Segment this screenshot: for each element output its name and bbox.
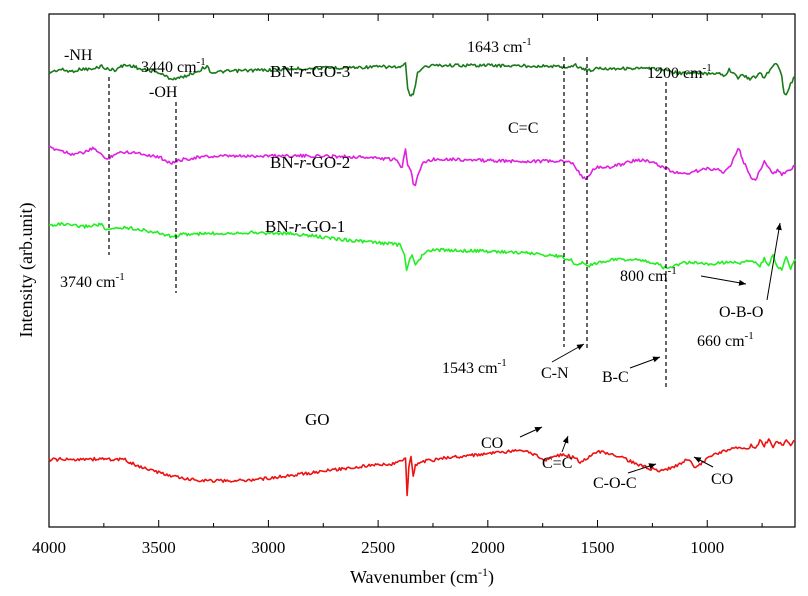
y-axis-title: Intensity (arb.unit) xyxy=(16,203,37,338)
x-tick-label: 1500 xyxy=(581,538,615,557)
series-label-go: GO xyxy=(305,410,330,429)
arrow-800 xyxy=(700,275,747,286)
x-tick-label: 2000 xyxy=(471,538,505,557)
annotation-arrows xyxy=(519,222,782,474)
plot-frame xyxy=(48,13,796,528)
annot-1543: 1543 cm-1 xyxy=(442,357,507,377)
series-line-go xyxy=(48,438,796,497)
annot-800: 800 cm-1 xyxy=(620,265,677,285)
series-line-bn-r-go-2 xyxy=(48,145,796,187)
annot-co-right: CO xyxy=(711,471,733,488)
series-label-bn-r-go-1: BN-r-GO-1 xyxy=(265,217,345,236)
annot-oh: -OH xyxy=(149,84,178,101)
annot-3440: 3440 cm-1 xyxy=(141,56,206,76)
annot-cc-go: C=C xyxy=(542,455,572,472)
annot-cc-top: C=C xyxy=(508,120,538,137)
annot-obo: O-B-O xyxy=(719,304,763,321)
arrow-co-left xyxy=(519,426,543,438)
x-tick-label: 3500 xyxy=(142,538,176,557)
arrow-bc xyxy=(629,356,661,369)
x-tick-label: 1000 xyxy=(690,538,724,557)
series-label-bn-r-go-2: BN-r-GO-2 xyxy=(270,153,350,172)
arrow-co-right xyxy=(693,456,714,468)
annot-660: 660 cm-1 xyxy=(697,330,754,350)
series-line-bn-r-go-1 xyxy=(48,222,796,272)
annot-3740: 3740 cm-1 xyxy=(60,271,125,291)
series-layer xyxy=(48,62,796,497)
annot-bc: B-C xyxy=(602,369,629,386)
x-axis-ticks: 4000 3500 3000 2500 2000 1500 1000 xyxy=(32,14,763,557)
arrow-cc-go xyxy=(561,435,569,453)
annot-cn: C-N xyxy=(541,365,569,382)
series-line-bn-r-go-3 xyxy=(48,62,796,97)
annot-co-left: CO xyxy=(481,435,503,452)
annot-nh: -NH xyxy=(64,47,93,64)
annot-1200: 1200 cm-1 xyxy=(647,62,712,82)
series-label-bn-r-go-3: BN-r-GO-3 xyxy=(270,62,350,81)
x-tick-label: 2500 xyxy=(361,538,395,557)
arrow-coc xyxy=(627,463,657,474)
annot-coc: C-O-C xyxy=(593,475,637,492)
x-tick-label: 3000 xyxy=(251,538,285,557)
arrow-obo xyxy=(766,222,782,301)
reference-lines xyxy=(108,57,667,389)
arrow-cn xyxy=(551,343,585,363)
x-tick-label: 4000 xyxy=(32,538,66,557)
annot-1643: 1643 cm-1 xyxy=(467,36,532,56)
x-axis-title: Wavenumber (cm-1) xyxy=(350,565,494,588)
